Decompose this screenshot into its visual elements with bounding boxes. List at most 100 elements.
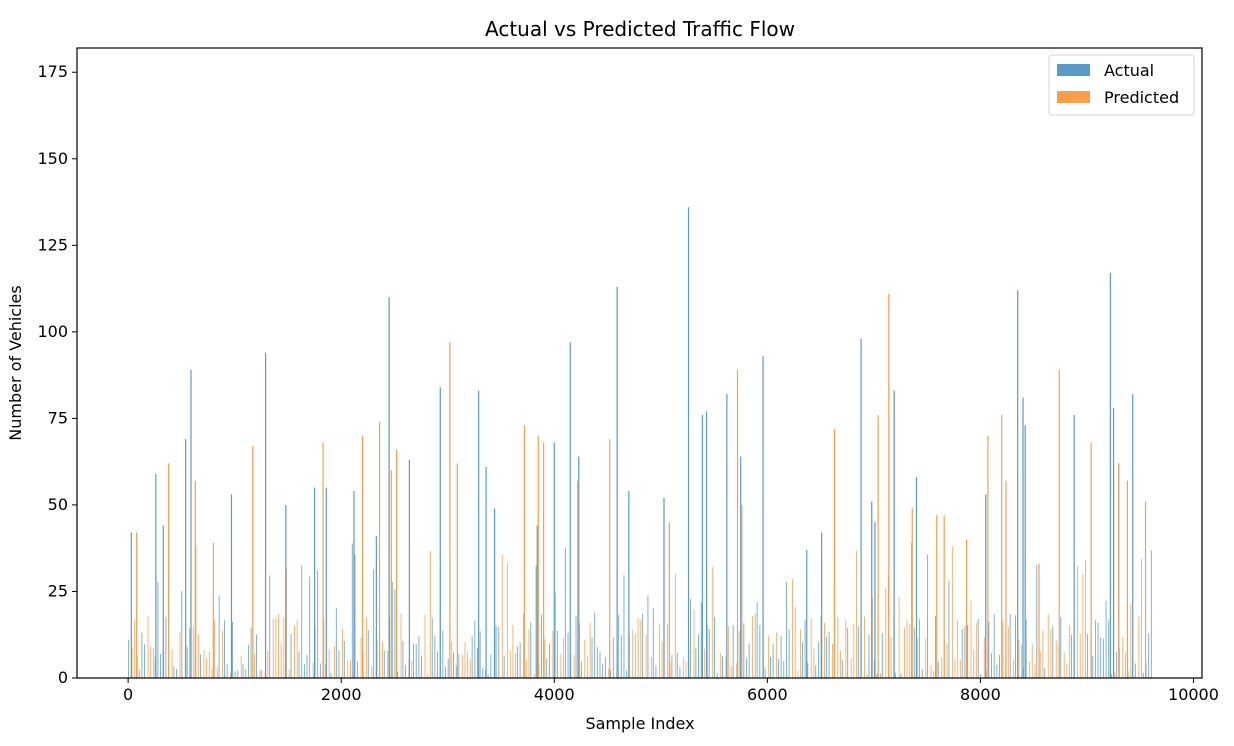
background-bar	[975, 622, 977, 678]
background-bar	[776, 632, 778, 678]
background-bar	[698, 634, 699, 678]
actual-bar	[871, 501, 873, 678]
background-bar	[1122, 636, 1124, 678]
y-tick-label: 75	[48, 408, 68, 427]
background-bar	[623, 575, 625, 678]
legend-swatch-actual	[1057, 64, 1090, 76]
background-bar	[676, 652, 678, 678]
background-bar	[230, 673, 232, 678]
background-bar	[604, 657, 606, 678]
background-bar	[898, 596, 900, 678]
background-bar	[464, 642, 466, 678]
background-bar	[290, 633, 292, 678]
background-bar	[267, 651, 269, 678]
predicted-bar	[212, 543, 214, 678]
predicted-bar	[1005, 480, 1007, 678]
background-bar	[200, 654, 201, 678]
background-bar	[679, 667, 681, 678]
background-bar	[415, 644, 417, 678]
background-bar	[921, 669, 923, 678]
background-bar	[1036, 565, 1038, 678]
background-bar	[154, 657, 156, 678]
background-bar	[528, 629, 530, 678]
actual-bar	[494, 508, 496, 678]
background-bar	[815, 665, 817, 678]
background-bar	[296, 619, 298, 678]
background-bar	[467, 652, 469, 678]
background-bar	[608, 668, 610, 678]
background-bar	[1070, 634, 1072, 678]
bars-layer	[130, 207, 1147, 679]
actual-bar	[915, 477, 918, 678]
background-bar	[556, 630, 558, 678]
background-bar	[218, 595, 220, 678]
background-bar	[1052, 626, 1054, 678]
background-bar	[1134, 663, 1136, 678]
predicted-bar	[523, 425, 526, 678]
background-bar	[347, 660, 349, 678]
background-bar	[445, 666, 446, 678]
background-bar	[437, 651, 438, 678]
background-bar	[397, 671, 399, 678]
background-bar	[780, 635, 782, 678]
predicted-bar	[322, 442, 324, 678]
background-bar	[288, 669, 290, 678]
actual-bar	[155, 473, 157, 678]
background-bar	[647, 595, 649, 678]
background-bar	[880, 673, 881, 678]
background-bar	[411, 661, 413, 678]
background-bar	[589, 622, 591, 678]
background-bar	[365, 617, 367, 678]
background-bar	[552, 630, 554, 678]
background-bar	[354, 554, 356, 678]
actual-bar	[726, 394, 728, 678]
background-bar	[610, 670, 612, 678]
background-bar	[280, 643, 282, 678]
actual-bar	[230, 494, 233, 678]
background-bar	[967, 625, 968, 678]
background-bar	[730, 666, 732, 678]
background-bar	[1142, 672, 1144, 678]
background-bar	[429, 551, 431, 678]
background-bar	[913, 628, 915, 678]
background-bar	[704, 648, 706, 678]
actual-bar	[130, 532, 132, 678]
y-axis: 0 25 50 75 100 125 150 175	[37, 62, 77, 687]
background-bar	[1018, 639, 1020, 678]
background-bar	[519, 642, 521, 678]
background-bar	[400, 613, 402, 678]
background-bar	[999, 655, 1000, 678]
background-bar	[674, 573, 676, 678]
background-bar	[181, 590, 183, 678]
background-bar	[286, 567, 287, 678]
predicted-bar	[252, 446, 254, 678]
background-bar	[632, 630, 634, 678]
background-bar	[555, 592, 556, 678]
background-bar	[512, 624, 514, 678]
background-bar	[214, 620, 216, 678]
background-bar	[873, 660, 875, 678]
background-bar	[474, 620, 476, 678]
background-bar	[222, 630, 224, 678]
actual-bar	[706, 411, 708, 678]
background-bar	[759, 625, 761, 678]
background-bar	[813, 648, 815, 678]
background-bar	[1002, 621, 1004, 678]
background-bar	[716, 673, 718, 678]
actual-bar	[313, 487, 316, 678]
background-bar	[671, 655, 673, 678]
background-bar	[785, 582, 787, 678]
background-bar	[216, 666, 218, 678]
background-bar	[850, 658, 852, 678]
background-bar	[732, 624, 734, 678]
background-bar	[391, 582, 393, 678]
background-bar	[579, 622, 580, 678]
background-bar	[381, 641, 383, 678]
background-bar	[234, 671, 236, 678]
background-bar	[973, 649, 975, 678]
predicted-bar	[194, 480, 196, 678]
background-bar	[620, 635, 622, 678]
background-bar	[250, 627, 252, 678]
background-bar	[498, 626, 500, 678]
actual-bar	[190, 369, 192, 678]
